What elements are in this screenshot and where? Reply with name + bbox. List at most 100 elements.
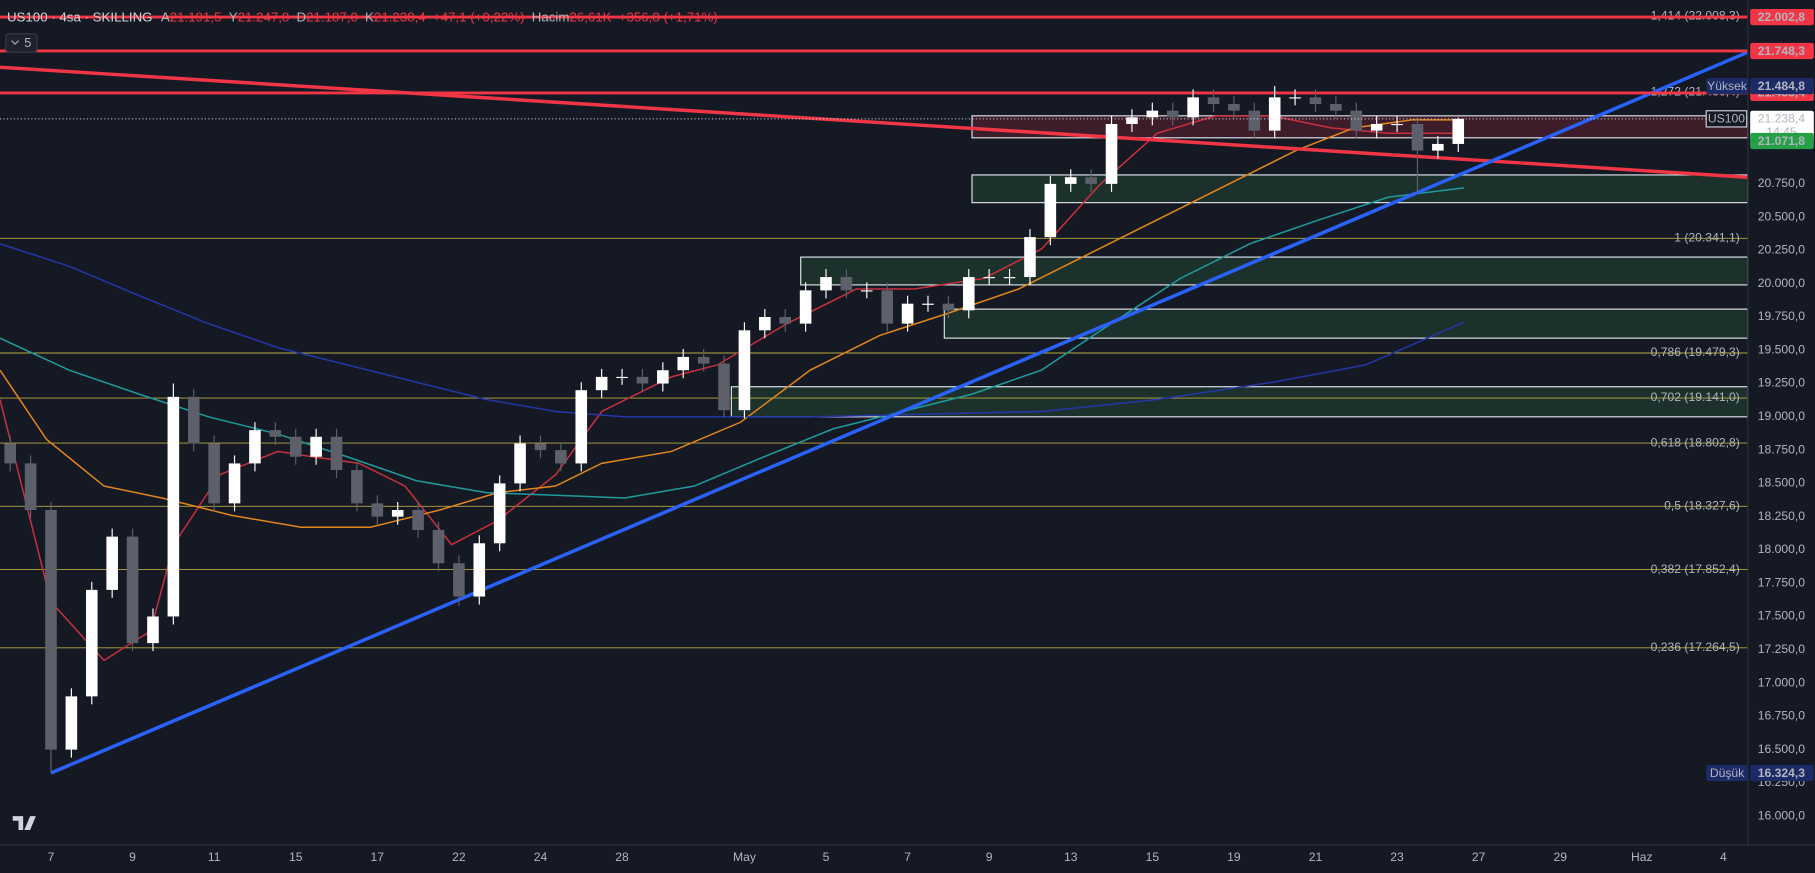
price-badge-label: 16.324,3 [1758, 766, 1806, 780]
price-badge [1750, 8, 1814, 26]
x-tick-label: 23 [1390, 850, 1404, 864]
y-tick-label: 20.500,0 [1758, 209, 1806, 223]
indicator-toggle[interactable] [5, 33, 38, 53]
candle-body [310, 436, 322, 457]
indicator-count[interactable]: 5 [24, 35, 31, 50]
candle-body [4, 443, 16, 464]
moving-average [0, 187, 1465, 499]
candle-body [85, 589, 98, 697]
y-tick-label: 18.750,0 [1758, 442, 1806, 456]
candle-body [1248, 110, 1261, 131]
y-tick-label: 18.250,0 [1758, 509, 1806, 523]
candle-body [575, 390, 588, 464]
badge-name-tag [1706, 77, 1748, 95]
x-tick-label: 28 [615, 850, 629, 864]
candle-body [1228, 103, 1240, 111]
candle-body [595, 376, 608, 391]
candle-body [269, 430, 282, 437]
ohlc-value: 21.191,5 [170, 9, 222, 24]
candle-body [1432, 143, 1444, 151]
candle-body [412, 510, 424, 530]
candle-body [1085, 177, 1097, 184]
symbol[interactable]: US100 · 4sa · SKILLING [7, 9, 153, 24]
x-tick-label: 15 [289, 850, 303, 864]
candle-body [1411, 123, 1424, 151]
price-badge [1750, 77, 1814, 95]
candle-body [167, 396, 180, 617]
candle-body [901, 303, 914, 324]
candle-body [779, 316, 792, 324]
x-tick-label: 5 [823, 850, 830, 864]
badge-name-tag [1706, 764, 1748, 782]
candle-body [799, 290, 812, 324]
ohlc-value: 21.238,4 [374, 9, 426, 24]
candle-body [147, 616, 159, 644]
candle-body [1003, 277, 1016, 279]
last-price-label: 21.238,4 [1758, 112, 1806, 126]
candle-body [351, 470, 363, 504]
candle-body [718, 363, 730, 411]
change: +47,1 (+0,22%) [433, 9, 525, 24]
y-tick-label: 19.000,0 [1758, 409, 1806, 423]
candle-body [289, 436, 302, 457]
candle-body [616, 376, 628, 379]
candle-body [391, 510, 404, 517]
x-tick-label: 27 [1472, 850, 1486, 864]
y-tick-label: 20.250,0 [1758, 243, 1806, 257]
candle-body [1289, 97, 1301, 99]
x-tick-label: 21 [1309, 850, 1323, 864]
candle-body [1268, 97, 1281, 131]
ohlc-value: 21.187,0 [306, 9, 358, 24]
candle-body [1452, 118, 1465, 144]
logo-shape [12, 816, 36, 831]
price-badge-label: 21.748,3 [1758, 44, 1806, 58]
ohlc-key: D [297, 9, 307, 24]
candle-body [249, 430, 261, 464]
y-tick-label: 20.000,0 [1758, 276, 1806, 290]
candle-body [657, 370, 669, 384]
y-tick-label: 16.500,0 [1758, 742, 1806, 756]
candle-body [473, 543, 486, 597]
candle-body [1126, 117, 1138, 124]
zone [971, 174, 1749, 204]
ohlc-key: Y [229, 9, 238, 24]
candle-body [738, 330, 751, 411]
y-tick-label: 17.500,0 [1758, 609, 1806, 623]
candle-body [330, 436, 343, 471]
x-tick-label: 19 [1227, 850, 1241, 864]
price-badge [1750, 132, 1814, 150]
fib-label: 1,414 (22.008,3) [1651, 9, 1740, 23]
x-tick-label: 11 [208, 850, 221, 864]
y-tick-label: 16.750,0 [1758, 709, 1806, 723]
price-badge-label: 22.002,8 [1758, 10, 1806, 24]
legend-header: US100 · 4sa · SKILLING A21.191,5 Y21.247… [7, 9, 718, 24]
x-tick-label: 9 [986, 850, 993, 864]
candle-body [942, 303, 955, 311]
x-tick-label: 29 [1553, 850, 1567, 864]
price-badge-label: 21.071,8 [1758, 134, 1806, 148]
candle-body [187, 396, 200, 444]
zone [730, 386, 1749, 418]
candle-body [555, 450, 567, 464]
moving-average [0, 119, 1464, 529]
tradingview-logo[interactable] [12, 816, 36, 831]
x-tick-label: 13 [1064, 850, 1078, 864]
ohlc-value: 21.247,8 [238, 9, 290, 24]
x-tick-label: 15 [1146, 850, 1160, 864]
volume-label: Hacim [532, 9, 570, 24]
moving-average [0, 115, 1464, 662]
fib-label: 0,618 (18.802,8) [1651, 435, 1740, 449]
price-badge [1750, 764, 1814, 782]
x-tick-label: 7 [48, 850, 55, 864]
candle-body [1330, 103, 1342, 111]
ohlc-key: A [161, 9, 170, 24]
chevron-icon [11, 40, 19, 45]
candle-body [983, 277, 995, 279]
x-tick-label: 22 [452, 850, 466, 864]
candle-body [1187, 97, 1199, 118]
y-tick-label: 17.750,0 [1758, 575, 1806, 589]
candle-body [1024, 237, 1036, 278]
